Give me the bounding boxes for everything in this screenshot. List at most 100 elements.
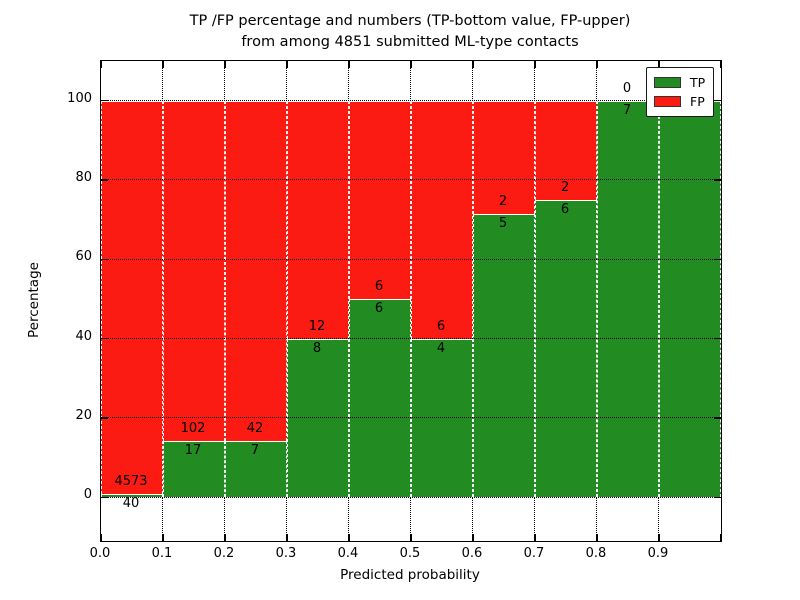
legend-row-tp: TP xyxy=(654,75,713,90)
x-tick-label: 0.8 xyxy=(585,546,607,561)
tp-bar-segment xyxy=(659,100,721,498)
x-tick-mark xyxy=(472,534,474,541)
tp-bar-segment xyxy=(473,214,535,498)
x-tick-label: 0.5 xyxy=(399,546,421,561)
x-tick-label: 0.3 xyxy=(275,546,297,561)
y-tick-mark xyxy=(101,337,108,340)
y-tick-label: 40 xyxy=(75,328,92,344)
y-tick-mark xyxy=(714,179,721,181)
tp-bar-segment xyxy=(535,199,597,498)
x-tick-mark xyxy=(596,534,598,541)
y-tick-mark xyxy=(101,417,108,419)
x-tick-mark xyxy=(658,61,660,68)
x-tick-mark xyxy=(534,534,536,541)
y-tick-label: 60 xyxy=(75,249,92,265)
horizontal-gridline xyxy=(101,417,721,419)
tp-count-label: 8 xyxy=(312,340,322,356)
y-tick-label: 20 xyxy=(75,408,92,424)
x-tick-mark xyxy=(410,61,412,68)
horizontal-gridline xyxy=(101,337,721,339)
y-tick-label: 0 xyxy=(83,487,92,503)
y-axis-label: Percentage xyxy=(26,262,42,338)
plot-area xyxy=(100,60,722,542)
x-tick-label: 0.7 xyxy=(523,546,545,561)
tp-count-label: 4 xyxy=(436,340,446,356)
x-tick-mark xyxy=(596,61,598,68)
fp-count-label: 102 xyxy=(180,420,206,436)
y-tick-mark xyxy=(714,99,721,102)
fp-bar-segment xyxy=(535,100,597,200)
y-tick-mark xyxy=(101,179,108,181)
fp-bar-segment xyxy=(473,100,535,214)
fp-count-label: 2 xyxy=(498,194,508,209)
legend-fp-swatch-icon xyxy=(654,96,681,108)
x-tick-mark xyxy=(410,534,412,541)
x-tick-label: 0.4 xyxy=(337,546,359,561)
legend-fp-label: FP xyxy=(690,94,705,110)
legend-row-fp: FP xyxy=(654,94,713,109)
tp-bar-segment xyxy=(163,440,225,498)
fp-bar-segment xyxy=(349,100,411,299)
x-tick-mark xyxy=(162,534,164,541)
tp-bar-segment xyxy=(349,299,411,498)
x-tick-mark xyxy=(224,534,226,541)
tp-count-label: 6 xyxy=(560,201,570,217)
fp-count-label: 12 xyxy=(308,318,326,334)
x-tick-label: 0.0 xyxy=(89,546,111,561)
chart-title: TP /FP percentage and numbers (TP-bottom… xyxy=(100,11,720,53)
tp-bar-segment xyxy=(101,493,163,498)
y-tick-mark xyxy=(101,258,108,261)
tp-count-label: 6 xyxy=(374,301,384,317)
fp-bar-segment xyxy=(163,100,225,441)
x-tick-mark xyxy=(286,534,288,541)
horizontal-gridline xyxy=(101,99,721,101)
horizontal-gridline xyxy=(101,258,721,260)
x-tick-mark xyxy=(100,534,102,541)
x-tick-label: 0.1 xyxy=(151,546,173,561)
x-tick-mark xyxy=(224,61,226,68)
y-tick-mark xyxy=(714,496,721,499)
chart-title-line2: from among 4851 submitted ML-type contac… xyxy=(241,34,579,50)
horizontal-gridline xyxy=(101,179,721,181)
x-tick-mark xyxy=(658,534,660,541)
y-tick-mark xyxy=(101,496,108,499)
y-tick-label: 100 xyxy=(67,90,92,106)
x-tick-mark xyxy=(100,61,102,68)
legend-tp-label: TP xyxy=(690,74,706,90)
chart-title-line1: TP /FP percentage and numbers (TP-bottom… xyxy=(189,13,631,29)
tp-bar-segment xyxy=(597,100,659,498)
x-tick-label: 0.6 xyxy=(461,546,483,561)
y-tick-label: 80 xyxy=(75,170,92,185)
x-tick-mark xyxy=(534,61,536,68)
tp-count-label: 5 xyxy=(498,216,508,231)
legend: TP FP xyxy=(646,67,714,117)
x-axis-label: Predicted probability xyxy=(340,567,480,583)
legend-tp-swatch-icon xyxy=(654,76,681,88)
fp-bar-segment xyxy=(101,100,163,494)
horizontal-gridline xyxy=(101,496,721,498)
fp-count-label: 0 xyxy=(622,80,632,96)
y-tick-mark xyxy=(714,258,721,261)
x-tick-mark xyxy=(720,534,722,541)
fp-count-label: 6 xyxy=(436,318,446,334)
tp-count-label: 7 xyxy=(622,102,632,118)
fp-count-label: 42 xyxy=(246,420,264,436)
x-tick-label: 0.2 xyxy=(213,546,235,561)
fp-bar-segment xyxy=(287,100,349,339)
fp-bar-segment xyxy=(225,100,287,441)
tp-bar-segment xyxy=(225,440,287,498)
tp-count-label: 7 xyxy=(250,442,260,458)
tp-count-label: 40 xyxy=(122,495,140,511)
fp-count-label: 6 xyxy=(374,279,384,295)
x-tick-mark xyxy=(286,61,288,68)
y-tick-mark xyxy=(714,417,721,419)
fp-count-label: 2 xyxy=(560,179,570,195)
x-tick-mark xyxy=(162,61,164,68)
fp-bar-segment xyxy=(411,100,473,339)
tp-count-label: 17 xyxy=(184,442,202,458)
y-tick-mark xyxy=(101,99,108,102)
y-tick-mark xyxy=(714,337,721,340)
x-tick-mark xyxy=(472,61,474,68)
x-tick-mark xyxy=(348,61,350,68)
